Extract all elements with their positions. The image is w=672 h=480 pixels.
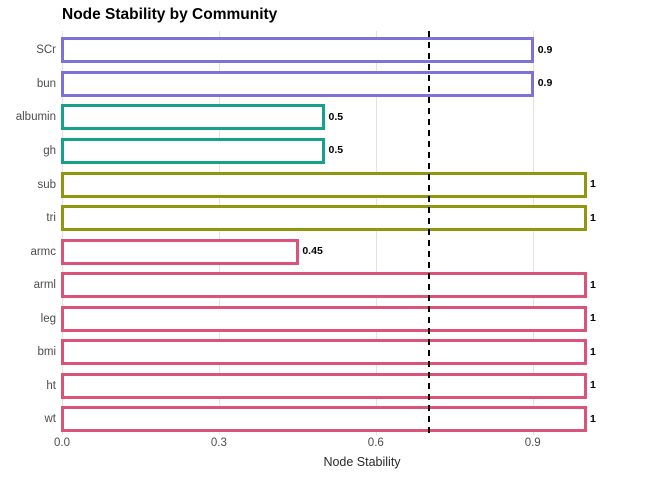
bar-tri	[60, 205, 587, 232]
x-gridline	[532, 31, 534, 435]
bar-leg	[60, 305, 587, 332]
bar-value-label: 0.45	[302, 245, 323, 258]
bar-value-label: 1	[590, 278, 596, 291]
y-axis-label-arml: arml	[33, 279, 56, 292]
x-tick-label: 0.6	[367, 437, 384, 449]
x-axis-title: Node Stability	[323, 455, 401, 469]
y-axis-label-bmi: bmi	[37, 346, 56, 359]
y-axis-label-ht: ht	[46, 379, 56, 392]
bar-albumin	[60, 104, 325, 131]
x-tick-label: 0.3	[210, 437, 227, 449]
bar-value-label: 1	[590, 345, 596, 358]
y-axis-label-armc: armc	[30, 245, 56, 258]
bar-value-label: 1	[590, 412, 596, 425]
bar-value-label: 1	[590, 178, 596, 190]
y-axis-label-tri: tri	[46, 212, 56, 225]
bar-armc	[60, 238, 299, 265]
y-axis-label-gh: gh	[43, 144, 56, 157]
bar-arml	[60, 272, 587, 299]
x-tick-label: 0.0	[54, 437, 70, 449]
bar-sub	[60, 171, 587, 198]
chart-title: Node Stability by Community	[62, 6, 278, 23]
bar-value-label: 1	[590, 211, 596, 224]
bar-bun	[60, 70, 535, 97]
y-axis-label-SCr: SCr	[36, 44, 56, 57]
reference-line	[428, 31, 430, 435]
x-gridline	[375, 31, 377, 435]
y-axis-label-bun: bun	[36, 77, 56, 90]
bar-value-label: 0.9	[537, 43, 553, 56]
bar-bmi	[60, 339, 587, 366]
bar-value-label: 1	[590, 312, 596, 325]
y-axis-label-sub: sub	[37, 178, 56, 191]
bar-gh	[60, 137, 325, 164]
bar-value-label: 1	[590, 379, 596, 392]
y-axis-label-leg: leg	[40, 312, 56, 325]
x-gridline	[62, 31, 63, 435]
x-gridline	[218, 31, 220, 435]
bar-ht	[60, 372, 587, 399]
bar-value-label: 0.5	[328, 110, 344, 123]
y-axis-label-albumin: albumin	[15, 111, 56, 124]
bar-wt	[60, 406, 587, 433]
bar-SCr	[60, 37, 535, 64]
y-axis-label-wt: wt	[44, 413, 57, 426]
bar-value-label: 0.5	[328, 144, 344, 157]
x-tick-label: 0.9	[524, 437, 541, 449]
bar-value-label: 0.9	[537, 77, 553, 90]
